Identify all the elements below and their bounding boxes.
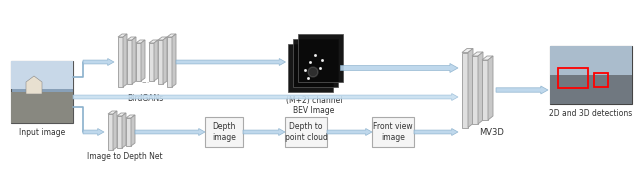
Polygon shape — [154, 40, 158, 81]
Text: Input image: Input image — [19, 128, 65, 137]
Polygon shape — [468, 48, 473, 127]
FancyBboxPatch shape — [287, 44, 333, 92]
Text: Depth to
point cloud: Depth to point cloud — [285, 122, 328, 142]
Text: Front view
image: Front view image — [373, 122, 413, 142]
FancyBboxPatch shape — [298, 34, 342, 82]
Polygon shape — [108, 114, 113, 150]
Polygon shape — [327, 129, 372, 136]
Polygon shape — [118, 37, 123, 87]
Polygon shape — [158, 40, 163, 84]
Polygon shape — [113, 111, 117, 150]
Polygon shape — [172, 34, 176, 87]
FancyBboxPatch shape — [550, 46, 632, 104]
Polygon shape — [472, 56, 478, 124]
Polygon shape — [136, 43, 141, 81]
Polygon shape — [127, 37, 136, 40]
Polygon shape — [117, 116, 122, 148]
Polygon shape — [26, 76, 42, 94]
Polygon shape — [462, 48, 473, 53]
Polygon shape — [122, 113, 126, 148]
Polygon shape — [83, 129, 104, 136]
Polygon shape — [482, 60, 488, 120]
Circle shape — [308, 67, 318, 77]
Polygon shape — [127, 40, 132, 84]
Polygon shape — [73, 93, 458, 101]
Polygon shape — [141, 40, 145, 81]
Polygon shape — [108, 111, 117, 114]
Polygon shape — [136, 40, 145, 43]
Polygon shape — [149, 43, 154, 81]
FancyBboxPatch shape — [11, 61, 73, 123]
Polygon shape — [117, 113, 126, 116]
FancyBboxPatch shape — [285, 117, 327, 147]
FancyBboxPatch shape — [372, 117, 414, 147]
Polygon shape — [126, 118, 131, 146]
Polygon shape — [478, 52, 483, 124]
FancyBboxPatch shape — [11, 61, 73, 89]
Polygon shape — [132, 37, 136, 84]
FancyBboxPatch shape — [11, 92, 73, 123]
Polygon shape — [340, 64, 458, 73]
Text: Image to Depth Net: Image to Depth Net — [86, 152, 163, 161]
Polygon shape — [149, 40, 158, 43]
Polygon shape — [167, 37, 172, 87]
FancyBboxPatch shape — [550, 46, 632, 75]
Polygon shape — [414, 129, 458, 136]
Polygon shape — [158, 37, 167, 40]
Polygon shape — [243, 129, 285, 136]
Polygon shape — [126, 115, 135, 118]
FancyBboxPatch shape — [550, 75, 632, 104]
Polygon shape — [118, 34, 127, 37]
Text: BirdGANs: BirdGANs — [127, 94, 163, 103]
FancyBboxPatch shape — [205, 117, 243, 147]
Polygon shape — [83, 59, 114, 65]
Polygon shape — [472, 52, 483, 56]
FancyBboxPatch shape — [292, 39, 337, 87]
Polygon shape — [123, 34, 127, 87]
Polygon shape — [482, 56, 493, 60]
Polygon shape — [163, 37, 167, 84]
Polygon shape — [488, 56, 493, 120]
Polygon shape — [167, 34, 176, 37]
Text: MV3D: MV3D — [479, 128, 504, 137]
Text: 2D and 3D detections: 2D and 3D detections — [549, 109, 632, 118]
Polygon shape — [135, 129, 205, 136]
Text: Depth
image: Depth image — [212, 122, 236, 142]
Polygon shape — [131, 115, 135, 146]
Polygon shape — [496, 86, 548, 94]
Polygon shape — [462, 53, 468, 127]
Text: (M+2) channel
BEV Image: (M+2) channel BEV Image — [285, 96, 342, 115]
Polygon shape — [176, 59, 285, 65]
